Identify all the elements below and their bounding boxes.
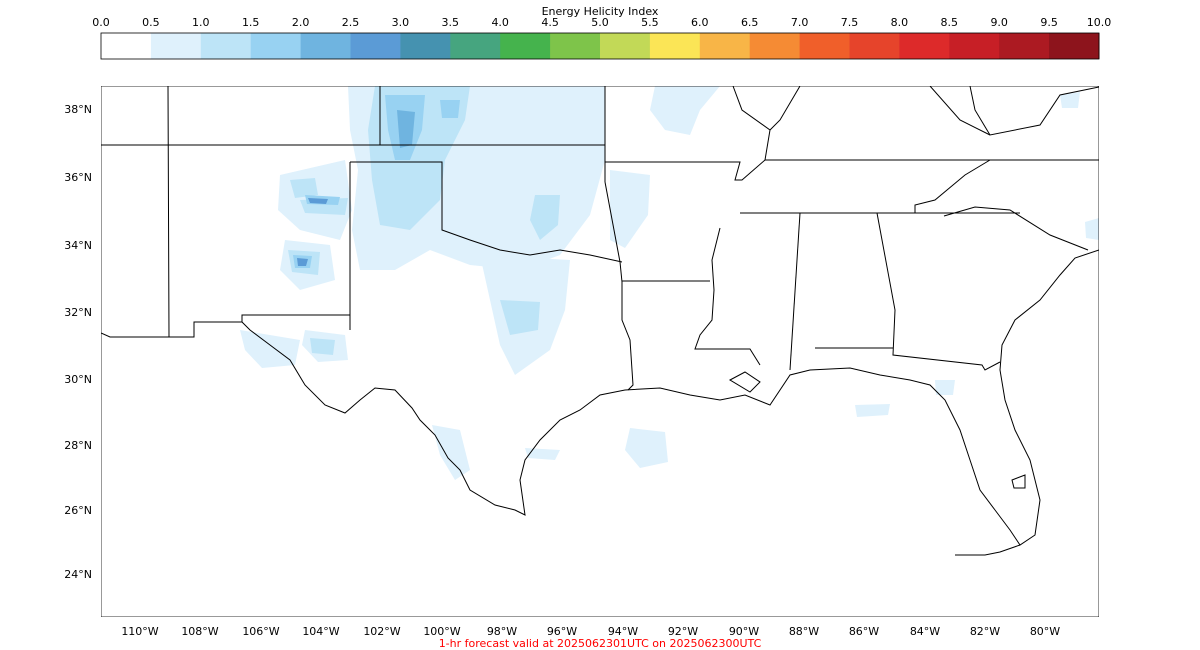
colorbar	[100, 32, 1100, 60]
lon-label: 100°W	[423, 625, 460, 638]
lon-label: 92°W	[668, 625, 698, 638]
lon-label: 104°W	[302, 625, 339, 638]
lat-label: 38°N	[64, 103, 92, 116]
colorbar-swatch	[500, 33, 551, 59]
map-panel	[101, 86, 1099, 617]
colorbar-swatch	[649, 33, 701, 59]
colorbar-tick-label: 5.0	[591, 16, 609, 29]
colorbar-swatch	[350, 33, 401, 59]
lon-label: 94°W	[608, 625, 638, 638]
lat-label: 24°N	[64, 568, 92, 581]
colorbar-tick-label: 7.0	[791, 16, 809, 29]
latitude-labels: 38°N 36°N 34°N 32°N 30°N 28°N 26°N 24°N	[64, 103, 92, 581]
forecast-caption: 1-hr forecast valid at 2025062301UTC on …	[439, 637, 762, 650]
colorbar-swatch	[400, 33, 451, 59]
colorbar-tick-label: 8.5	[941, 16, 959, 29]
colorbar-tick-label: 2.0	[292, 16, 310, 29]
colorbar-tick-label: 6.0	[691, 16, 709, 29]
colorbar-swatch	[699, 33, 751, 59]
lat-label: 32°N	[64, 306, 92, 319]
colorbar-tick-label: 9.5	[1040, 16, 1058, 29]
colorbar-swatch	[999, 33, 1050, 59]
colorbar-tick-label: 9.0	[990, 16, 1008, 29]
colorbar-tick-label: 8.0	[891, 16, 909, 29]
lat-label: 28°N	[64, 439, 92, 452]
colorbar-tick-label: 0.0	[92, 16, 110, 29]
lon-label: 84°W	[910, 625, 940, 638]
lat-label: 30°N	[64, 373, 92, 386]
colorbar-swatch	[749, 33, 801, 59]
colorbar-swatch	[949, 33, 1000, 59]
colorbar-tick-label: 7.5	[841, 16, 859, 29]
lon-label: 80°W	[1030, 625, 1060, 638]
colorbar-swatch	[101, 33, 152, 59]
colorbar-tick-label: 10.0	[1087, 16, 1112, 29]
colorbar-swatch	[849, 33, 900, 59]
colorbar-tick-label: 6.5	[741, 16, 759, 29]
coastline	[101, 249, 1099, 556]
colorbar-tick-label: 1.5	[242, 16, 260, 29]
colorbar-title: Energy Helicity Index	[542, 5, 659, 18]
lon-label: 106°W	[242, 625, 279, 638]
lon-label: 82°W	[970, 625, 1000, 638]
lon-label: 98°W	[487, 625, 517, 638]
state-boundaries	[101, 86, 1099, 391]
lon-label: 102°W	[363, 625, 400, 638]
colorbar-tick-label: 0.5	[142, 16, 160, 29]
colorbar-swatch	[600, 33, 651, 59]
colorbar-tick-label: 2.5	[342, 16, 360, 29]
colorbar-swatch	[250, 33, 302, 59]
colorbar-swatch	[799, 33, 850, 59]
colorbar-tick-label: 1.0	[192, 16, 210, 29]
colorbar-outline	[100, 32, 1100, 60]
lat-label: 26°N	[64, 504, 92, 517]
lon-label: 90°W	[729, 625, 759, 638]
colorbar-tick-label: 5.5	[641, 16, 659, 29]
lon-label: 110°W	[121, 625, 158, 638]
lon-label: 88°W	[789, 625, 819, 638]
lon-label: 86°W	[849, 625, 879, 638]
colorbar-tick-labels: 0.0 0.5 1.0 1.5 2.0 2.5 3.0 3.5 4.0 4.5 5.0 5.5 6.0 6…	[92, 16, 1111, 29]
colorbar-tick-label: 4.5	[541, 16, 559, 29]
lon-label: 96°W	[547, 625, 577, 638]
longitude-labels: 110°W 108°W 106°W 104°W 102°W 100°W 98°W…	[121, 625, 1060, 638]
colorbar-tick-label: 3.0	[392, 16, 410, 29]
colorbar-swatch	[899, 33, 950, 59]
colorbar-swatch	[450, 33, 501, 59]
colorbar-swatch	[200, 33, 252, 59]
colorbar-swatch	[1049, 33, 1100, 59]
colorbar-swatch	[150, 33, 202, 59]
lon-label: 108°W	[181, 625, 218, 638]
lat-label: 34°N	[64, 239, 92, 252]
colorbar-swatch	[550, 33, 601, 59]
lat-label: 36°N	[64, 171, 92, 184]
colorbar-tick-label: 3.5	[442, 16, 460, 29]
colorbar-swatch	[300, 33, 351, 59]
colorbar-tick-label: 4.0	[491, 16, 509, 29]
ehi-shading	[240, 86, 1099, 480]
